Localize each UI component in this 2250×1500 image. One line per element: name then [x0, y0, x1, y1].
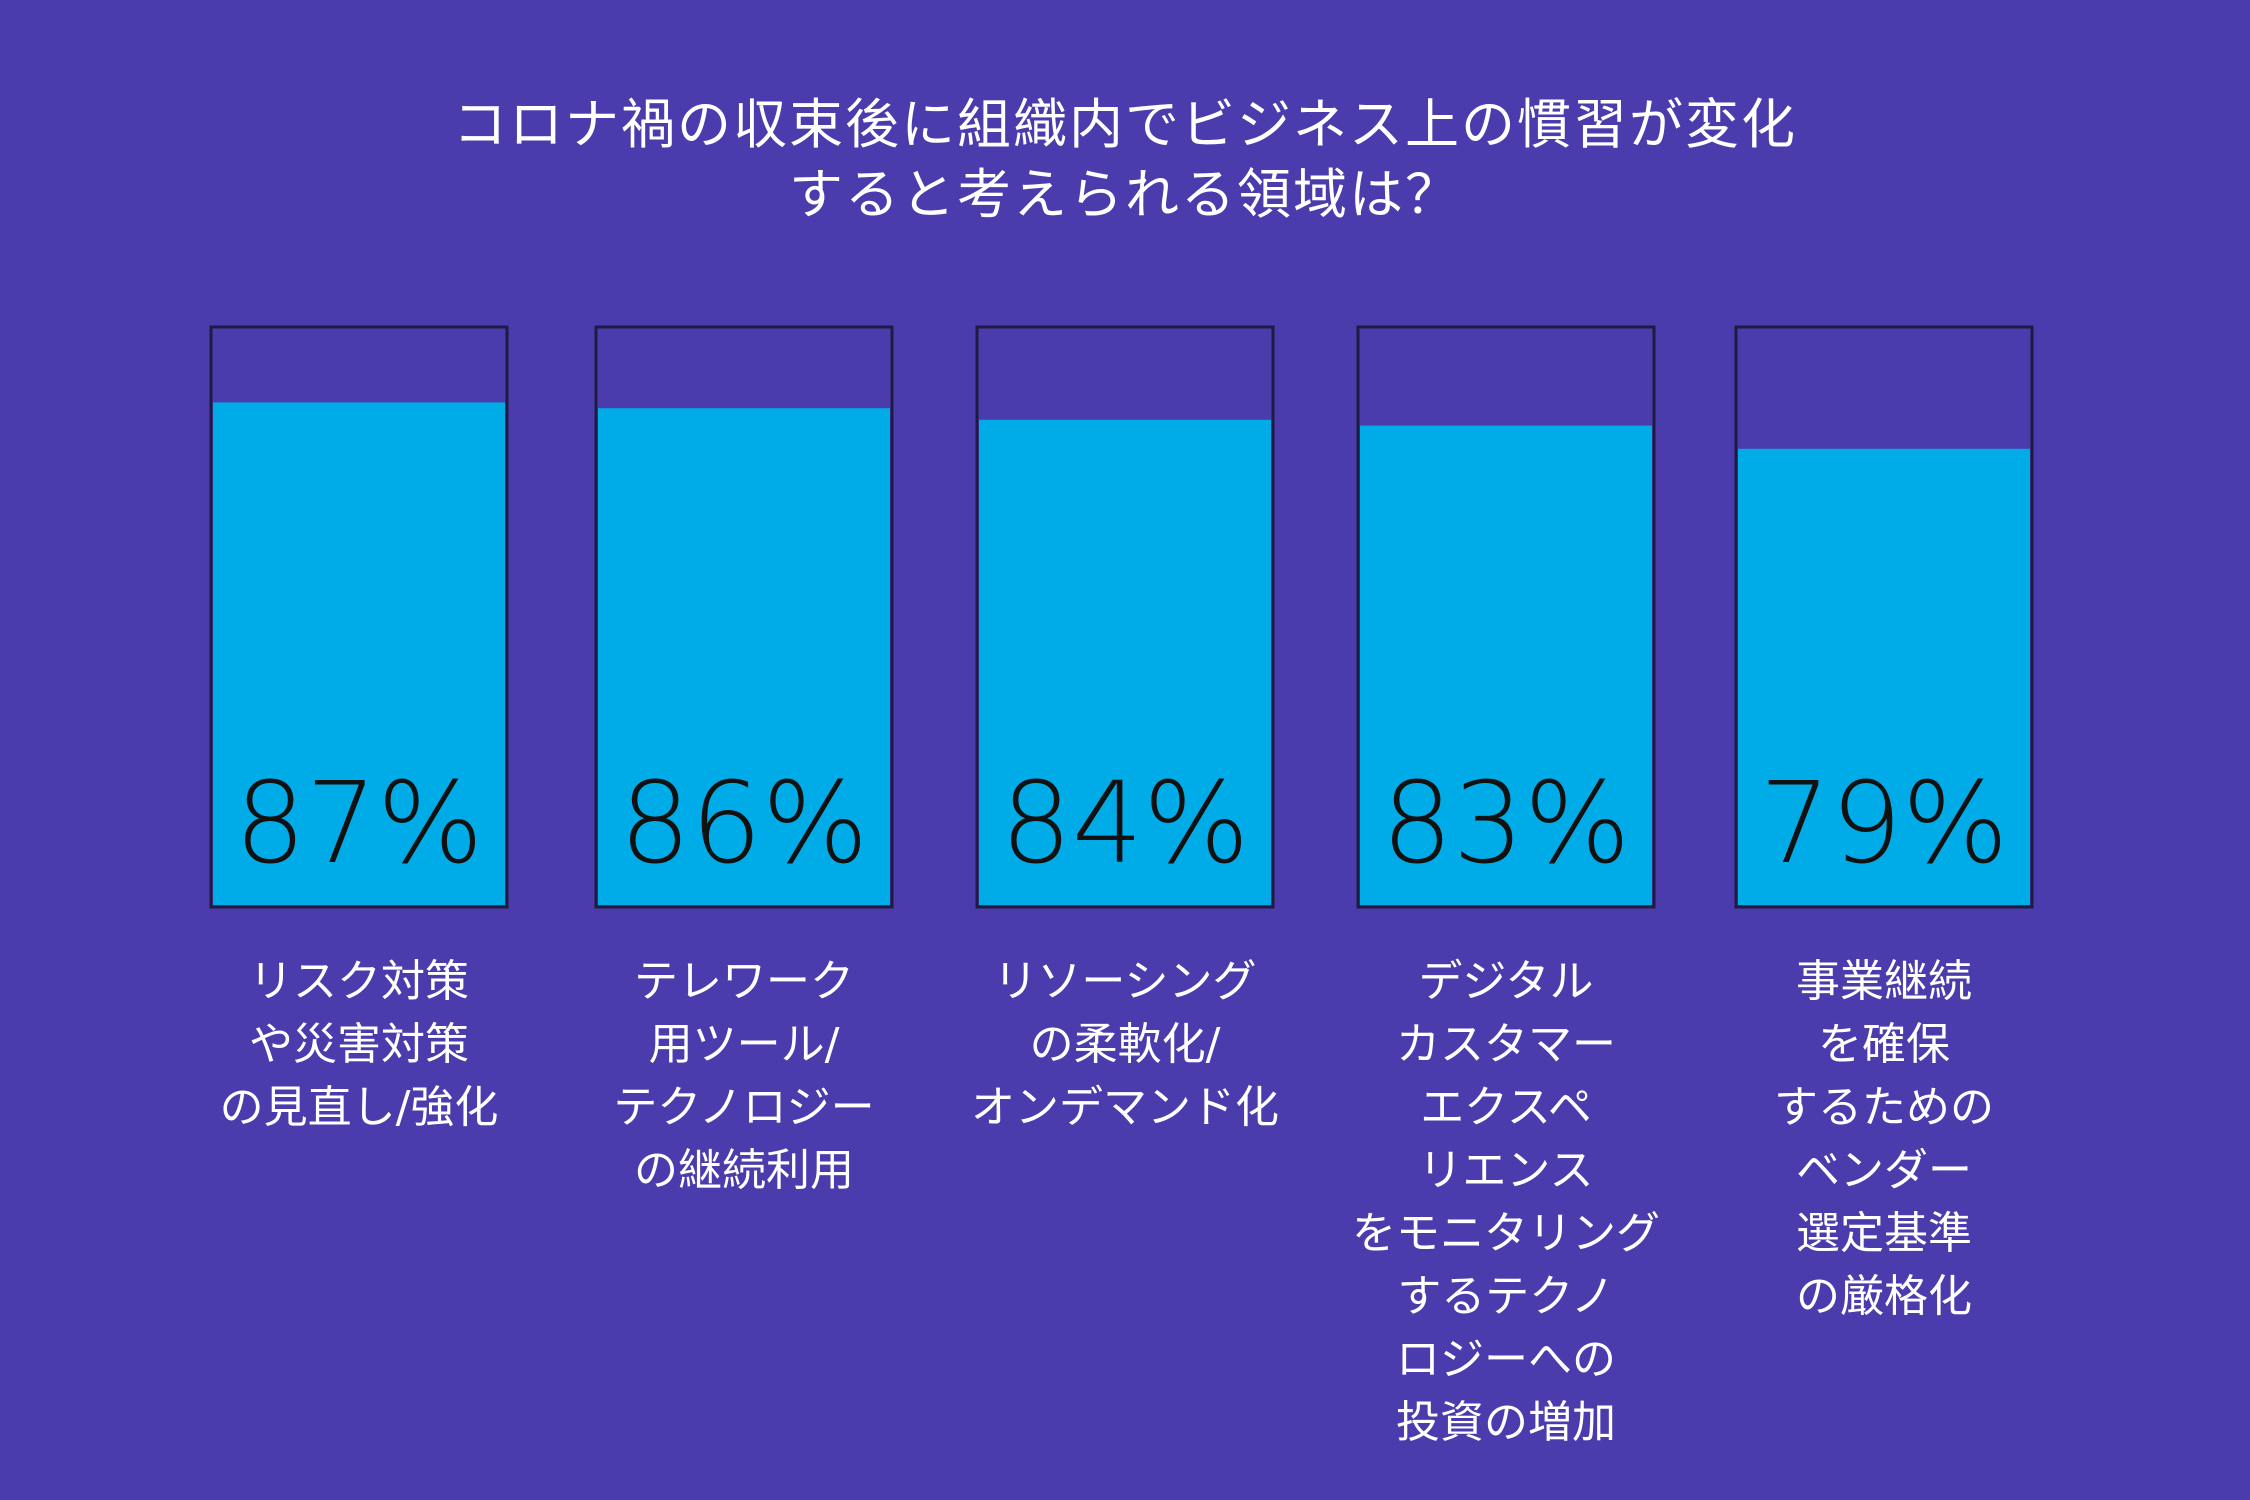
category-label-line: 投資の増加 [1396, 1397, 1616, 1448]
category-label-1: リスク対策や災害対策の見直し/強化 [169, 950, 549, 1139]
category-label-line: を確保 [1818, 1019, 1950, 1070]
bar-value-label-5: 79% [1760, 759, 2009, 889]
category-label-3: リソーシング の柔軟化/オンデマンド化 [935, 950, 1315, 1139]
category-label-line: リスク対策 [249, 956, 469, 1007]
category-label-line: エクスペ [1420, 1082, 1592, 1133]
category-label-line: 事業継続 [1796, 956, 1972, 1007]
chart-title-line-1: コロナ禍の収束後に組織内でビジネス上の慣習が変化 [453, 93, 1797, 156]
category-label-line: テレワーク [634, 956, 854, 1007]
category-label-line: ロジーへの [1396, 1334, 1616, 1385]
chart-title-line-2: すると考えられる領域は？ [789, 163, 1461, 226]
category-label-line: の柔軟化/ [1029, 1019, 1221, 1070]
category-label-line: オンデマンド化 [971, 1082, 1279, 1133]
category-label-line: するための [1774, 1082, 1994, 1133]
bar-value-label-3: 84% [1001, 759, 1250, 889]
category-label-line: の厳格化 [1796, 1271, 1972, 1322]
category-label-line: テクノロジー [613, 1082, 875, 1133]
category-label-line: 選定基準 [1796, 1208, 1972, 1259]
category-label-2: テレワーク用ツール/テクノロジー の継続利用 [554, 950, 934, 1202]
bar-value-label-2: 86% [620, 759, 869, 889]
chart-title: コロナ禍の収束後に組織内でビジネス上の慣習が変化 すると考えられる領域は？ [0, 90, 2250, 230]
category-label-line: の継続利用 [634, 1145, 854, 1196]
category-label-line: ベンダー [1796, 1145, 1972, 1196]
category-label-line: や災害対策 [249, 1019, 469, 1070]
category-label-line: 用ツール/ [648, 1019, 840, 1070]
category-label-line: をモニタリング [1352, 1208, 1660, 1259]
category-label-line: カスタマー [1396, 1019, 1616, 1070]
bar-frame-1 [209, 325, 509, 909]
bar-frame-2 [594, 325, 894, 909]
category-label-4: デジタルカスタマーエクスペリエンスをモニタリング するテクノロジーへの投資の増加 [1316, 950, 1696, 1454]
category-label-line: の見直し/強化 [219, 1082, 499, 1133]
bar-frame-4 [1356, 325, 1656, 909]
bar-1 [213, 402, 505, 905]
category-label-line: リエンス [1418, 1145, 1594, 1196]
category-label-line: リソーシング [993, 956, 1257, 1007]
bar-3 [979, 419, 1271, 905]
category-label-line: するテクノ [1397, 1271, 1615, 1322]
bar-4 [1360, 425, 1652, 905]
bar-frame-3 [975, 325, 1275, 909]
bar-frame-5 [1734, 325, 2034, 909]
bar-value-label-4: 83% [1382, 759, 1631, 889]
bar-2 [598, 408, 890, 905]
category-label-line: デジタル [1418, 956, 1594, 1007]
bar-value-label-1: 87% [235, 759, 484, 889]
bar-5 [1738, 448, 2030, 905]
category-label-5: 事業継続を確保するためのベンダー選定基準の厳格化 [1694, 950, 2074, 1328]
